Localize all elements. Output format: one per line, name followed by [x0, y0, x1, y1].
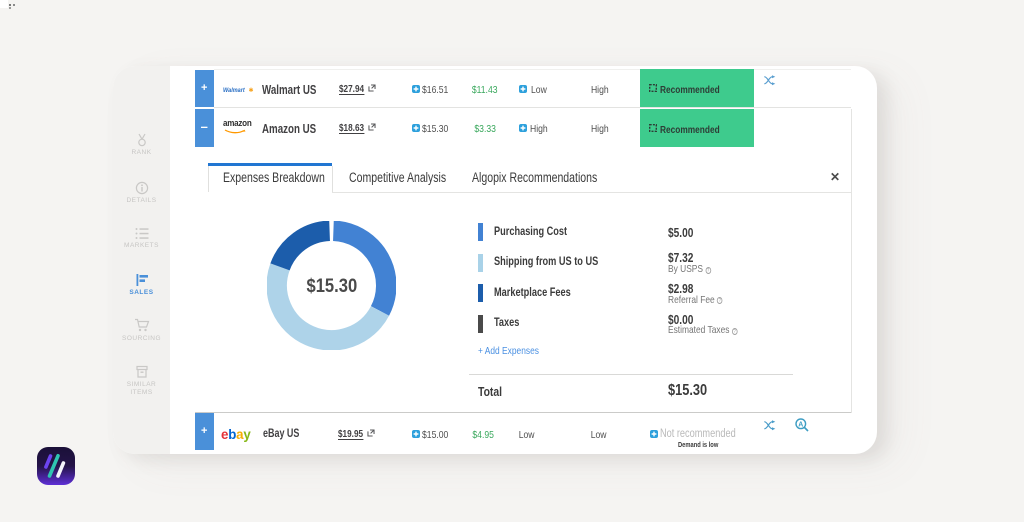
- svg-text:A: A: [798, 421, 803, 428]
